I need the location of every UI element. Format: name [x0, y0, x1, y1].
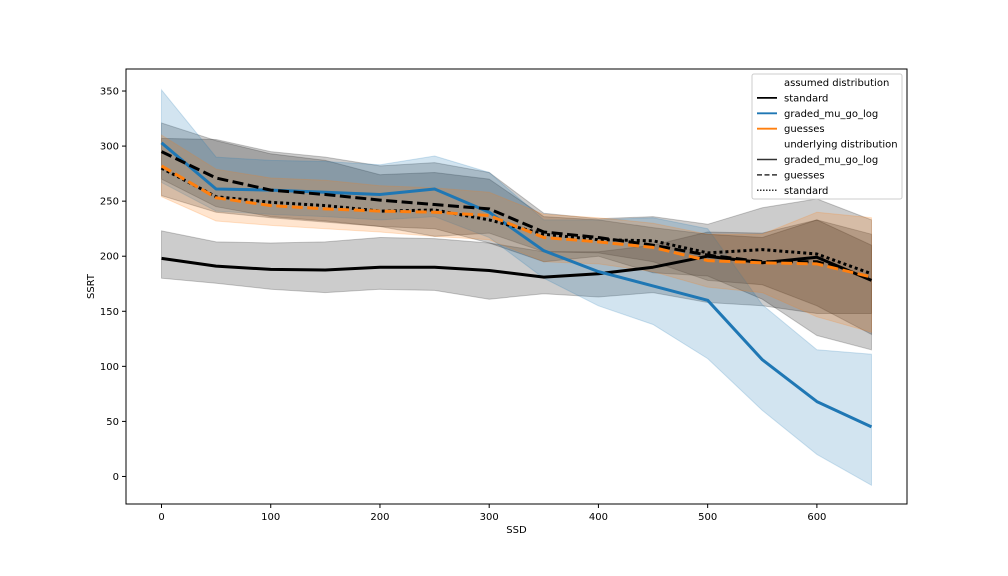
- x-tick-label: 500: [698, 512, 717, 523]
- y-tick-label: 350: [100, 87, 119, 98]
- plot-frame: [125, 68, 908, 505]
- y-axis-ticks: 0 50 100 150 200 250 300 350: [100, 87, 126, 483]
- legend-label-graded_mu_go_log: graded_mu_go_log: [784, 109, 878, 120]
- legend-label-guesses: guesses: [784, 170, 825, 181]
- y-tick-label: 100: [100, 362, 119, 373]
- ci-band-guesses-guesses: [161, 134, 872, 333]
- y-tick-label: 200: [100, 252, 119, 263]
- ci-band-graded_mu_go_log-graded_mu_go_log: [161, 88, 872, 487]
- legend-label-standard: standard: [784, 93, 828, 104]
- x-axis-label: SSD: [506, 525, 527, 536]
- series-lines: [160, 141, 873, 429]
- legend: assumed distribution underlying distribu…: [751, 73, 903, 200]
- y-tick-label: 250: [100, 197, 119, 208]
- x-tick-label: 100: [261, 512, 280, 523]
- confidence-bands: [161, 88, 872, 487]
- x-tick-label: 300: [480, 512, 499, 523]
- legend-title-assumed: assumed distribution: [784, 78, 889, 89]
- x-tick-label: 400: [589, 512, 608, 523]
- legend-label-guesses: guesses: [784, 124, 825, 135]
- y-tick-label: 300: [100, 142, 119, 153]
- ci-band-standard-guesses: [161, 122, 872, 336]
- y-tick-label: 50: [106, 417, 119, 428]
- line-guesses-guesses: [160, 164, 872, 279]
- y-axis-label: SSRT: [86, 273, 97, 299]
- legend-label-graded_mu_go_log: graded_mu_go_log: [784, 155, 878, 166]
- ci-band-standard-standard: [161, 137, 872, 351]
- legend-label-standard: standard: [784, 186, 828, 197]
- x-tick-label: 0: [158, 512, 164, 523]
- x-tick-label: 200: [370, 512, 389, 523]
- ci-band-standard-graded_mu_go_log: [161, 219, 872, 314]
- legend-title-underlying: underlying distribution: [784, 140, 898, 151]
- y-tick-label: 0: [113, 472, 119, 483]
- legend-box: [751, 73, 903, 200]
- x-tick-label: 600: [807, 512, 826, 523]
- line-standard-guesses: [160, 150, 872, 280]
- x-axis-ticks: 0 100 200 300 400 500 600: [158, 504, 826, 523]
- y-tick-label: 150: [100, 307, 119, 318]
